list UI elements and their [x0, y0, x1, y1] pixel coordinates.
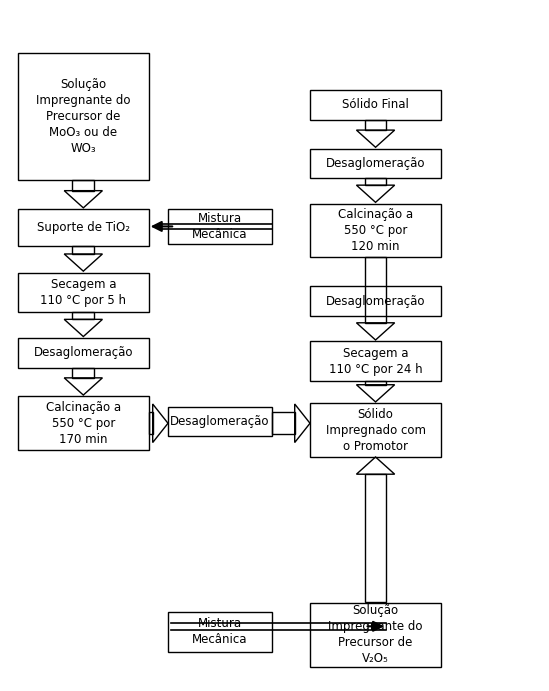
Text: Calcinação a
550 °C por
120 min: Calcinação a 550 °C por 120 min [338, 208, 413, 253]
FancyBboxPatch shape [168, 407, 272, 436]
FancyBboxPatch shape [310, 404, 441, 457]
Text: Calcinação a
550 °C por
170 min: Calcinação a 550 °C por 170 min [46, 401, 121, 446]
Text: Desaglomeração: Desaglomeração [326, 157, 425, 170]
Text: Secagem a
110 °C por 24 h: Secagem a 110 °C por 24 h [329, 347, 422, 376]
Text: Sólido Final: Sólido Final [342, 98, 409, 111]
FancyBboxPatch shape [168, 612, 272, 652]
FancyBboxPatch shape [310, 286, 441, 316]
FancyBboxPatch shape [310, 204, 441, 258]
Text: Desaglomeração: Desaglomeração [170, 415, 270, 428]
FancyBboxPatch shape [310, 149, 441, 178]
FancyBboxPatch shape [310, 603, 441, 667]
FancyBboxPatch shape [18, 338, 149, 368]
Text: Suporte de TiO₂: Suporte de TiO₂ [37, 221, 130, 234]
Text: Mistura
Mecânica: Mistura Mecânica [192, 617, 248, 646]
FancyBboxPatch shape [310, 341, 441, 381]
Text: Sólido
Impregnado com
o Promotor: Sólido Impregnado com o Promotor [326, 408, 425, 453]
Text: Desaglomeração: Desaglomeração [326, 294, 425, 307]
Text: Solução
Impregnante do
Precursor de
MoO₃ ou de
WO₃: Solução Impregnante do Precursor de MoO₃… [36, 78, 131, 155]
FancyBboxPatch shape [168, 209, 272, 244]
FancyBboxPatch shape [18, 53, 149, 180]
FancyBboxPatch shape [18, 397, 149, 450]
Text: Mistura
Mecânica: Mistura Mecânica [192, 212, 248, 241]
FancyBboxPatch shape [310, 90, 441, 120]
Text: Secagem a
110 °C por 5 h: Secagem a 110 °C por 5 h [40, 278, 126, 307]
Text: Desaglomeração: Desaglomeração [33, 346, 133, 359]
FancyBboxPatch shape [18, 209, 149, 246]
Text: Solução
Impregnante do
Precursor de
V₂O₅: Solução Impregnante do Precursor de V₂O₅ [328, 605, 423, 665]
FancyBboxPatch shape [18, 272, 149, 312]
